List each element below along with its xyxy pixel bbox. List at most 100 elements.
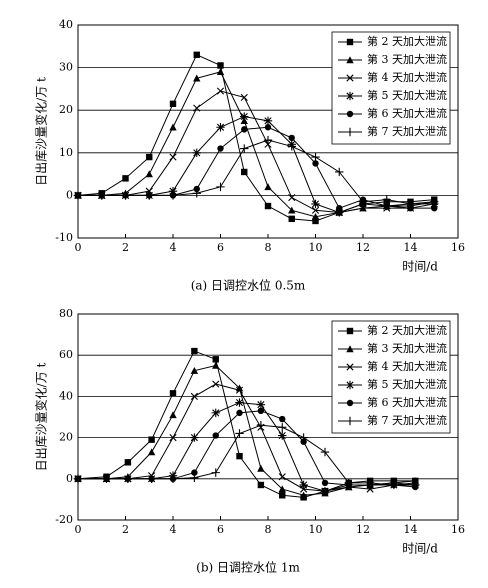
data-point bbox=[383, 202, 390, 210]
legend-marker bbox=[346, 327, 354, 335]
legend-marker bbox=[345, 416, 355, 426]
data-point bbox=[257, 464, 265, 472]
legend-label: 第 7 天加大泄流 bbox=[367, 413, 447, 427]
data-point bbox=[311, 199, 320, 209]
plot-frame bbox=[77, 24, 459, 239]
x-axis-label: 时间/d bbox=[402, 542, 438, 556]
data-point bbox=[335, 208, 344, 217]
legend-label: 第 3 天加大泄流 bbox=[367, 52, 447, 66]
data-point bbox=[236, 409, 243, 417]
data-point bbox=[311, 206, 320, 214]
x-tick-label: 16 bbox=[451, 241, 465, 254]
series-line bbox=[78, 71, 435, 218]
data-point bbox=[97, 191, 106, 200]
data-point bbox=[147, 448, 156, 456]
legend-label: 第 6 天加大泄流 bbox=[367, 395, 447, 409]
legend-label: 第 4 天加大泄流 bbox=[367, 70, 447, 84]
data-point bbox=[216, 87, 225, 95]
data-point bbox=[216, 123, 225, 132]
data-point bbox=[102, 474, 111, 483]
series-line bbox=[78, 383, 416, 492]
legend-marker bbox=[346, 110, 354, 118]
x-tick-label: 6 bbox=[217, 241, 224, 254]
data-point bbox=[279, 415, 286, 423]
data-point bbox=[321, 479, 329, 487]
data-point bbox=[264, 183, 272, 191]
data-point bbox=[431, 204, 438, 212]
y-tick-label: 60 bbox=[59, 348, 73, 361]
x-tick-label: 14 bbox=[404, 523, 418, 536]
data-point bbox=[264, 124, 272, 131]
y-tick-label: 40 bbox=[59, 18, 73, 31]
data-point bbox=[299, 433, 308, 442]
x-tick-label: 2 bbox=[122, 241, 129, 254]
data-point bbox=[257, 407, 265, 415]
x-tick-label: 14 bbox=[404, 241, 418, 254]
data-point bbox=[288, 193, 296, 202]
legend-marker bbox=[346, 38, 354, 46]
data-point bbox=[168, 474, 178, 483]
data-point bbox=[240, 144, 249, 153]
legend-box bbox=[331, 320, 451, 434]
data-point bbox=[168, 191, 178, 200]
y-axis-label: 日出库沙量变化/万 t bbox=[34, 77, 49, 186]
data-point bbox=[236, 452, 243, 460]
data-point bbox=[212, 356, 219, 363]
data-point bbox=[122, 175, 129, 182]
y-tick-label: 20 bbox=[59, 431, 73, 444]
data-point bbox=[406, 199, 415, 209]
data-point bbox=[235, 398, 244, 407]
legend-label: 第 5 天加大泄流 bbox=[367, 377, 447, 391]
data-point bbox=[169, 411, 177, 419]
y-tick-label: 40 bbox=[59, 389, 73, 402]
data-point bbox=[312, 217, 319, 225]
legend-label: 第 6 天加大泄流 bbox=[367, 106, 447, 120]
data-point bbox=[212, 361, 220, 369]
legend-label: 第 3 天加大泄流 bbox=[367, 341, 447, 355]
data-point bbox=[411, 480, 420, 490]
legend-box bbox=[331, 31, 451, 145]
x-tick-label: 0 bbox=[75, 523, 82, 536]
data-point bbox=[190, 392, 198, 400]
data-point bbox=[288, 215, 295, 223]
data-point bbox=[299, 480, 308, 490]
data-point bbox=[211, 408, 220, 418]
data-point bbox=[190, 433, 199, 442]
data-point bbox=[344, 478, 353, 488]
data-point bbox=[193, 104, 201, 112]
data-point bbox=[358, 197, 368, 206]
legend-marker bbox=[345, 380, 355, 390]
data-point bbox=[192, 148, 201, 157]
data-point bbox=[279, 492, 286, 499]
x-tick-label: 12 bbox=[356, 241, 370, 254]
series-line bbox=[78, 424, 416, 486]
data-point bbox=[288, 134, 295, 142]
legend-label: 第 2 天加大泄流 bbox=[367, 34, 447, 48]
series-line bbox=[78, 364, 416, 496]
y-tick-label: 30 bbox=[59, 61, 73, 74]
data-point bbox=[365, 478, 375, 488]
legend-label: 第 4 天加大泄流 bbox=[367, 359, 447, 373]
data-point bbox=[145, 170, 153, 178]
data-point bbox=[287, 142, 296, 151]
data-point bbox=[278, 473, 286, 481]
x-tick-label: 10 bbox=[309, 241, 323, 254]
data-point bbox=[212, 432, 219, 439]
data-point bbox=[191, 469, 198, 476]
legend-label: 第 7 天加大泄流 bbox=[367, 124, 447, 138]
y-axis-label: 日出库沙量变化/万 t bbox=[34, 362, 49, 471]
data-point bbox=[241, 168, 248, 176]
data-point bbox=[169, 390, 177, 397]
y-tick-label: 20 bbox=[59, 103, 73, 116]
data-point bbox=[121, 191, 130, 200]
data-point bbox=[299, 491, 308, 499]
data-point bbox=[288, 206, 296, 214]
data-point bbox=[256, 421, 266, 430]
legend-marker bbox=[345, 91, 355, 101]
data-point bbox=[382, 195, 391, 204]
data-point bbox=[217, 145, 224, 152]
y-tick-label: 80 bbox=[59, 307, 73, 320]
data-point bbox=[320, 486, 330, 496]
data-point bbox=[278, 423, 287, 432]
data-point bbox=[124, 459, 132, 466]
